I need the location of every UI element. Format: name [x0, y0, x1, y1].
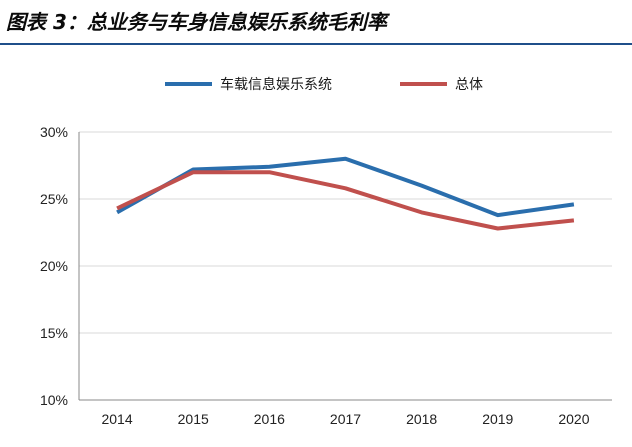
x-axis-ticks: 2014 2015 2016 2017 2018 2019 2020	[101, 411, 589, 427]
grid-lines	[78, 131, 612, 401]
y-tick-label: 15%	[40, 325, 68, 341]
y-tick-label: 10%	[40, 392, 68, 408]
title-divider	[0, 43, 632, 45]
figure-title: 图表 3：总业务与车身信息娱乐系统毛利率	[6, 10, 387, 34]
x-tick-label: 2017	[330, 411, 361, 427]
y-tick-label: 30%	[40, 124, 68, 140]
x-tick-label: 2015	[178, 411, 209, 427]
x-tick-label: 2019	[482, 411, 513, 427]
series-line-2	[116, 170, 575, 231]
series-line-1	[116, 156, 575, 218]
x-tick-label: 2014	[101, 411, 132, 427]
legend-label: 总体	[455, 77, 483, 93]
line-chart: 车载信息娱乐系统 总体 30%25%20%15%10% 2014 2015 2016 2…	[40, 76, 612, 427]
legend-label: 车载信息娱乐系统	[220, 76, 332, 93]
chart-legend: 车载信息娱乐系统 总体	[165, 76, 483, 93]
y-tick-label: 25%	[40, 191, 68, 207]
x-tick-label: 2018	[406, 411, 437, 427]
y-axis-ticks: 30% 25% 20% 15% 10%	[40, 124, 68, 408]
x-tick-label: 2020	[558, 411, 589, 427]
y-tick-label: 20%	[40, 258, 68, 274]
x-tick-label: 2016	[254, 411, 285, 427]
series-lines	[116, 156, 575, 231]
